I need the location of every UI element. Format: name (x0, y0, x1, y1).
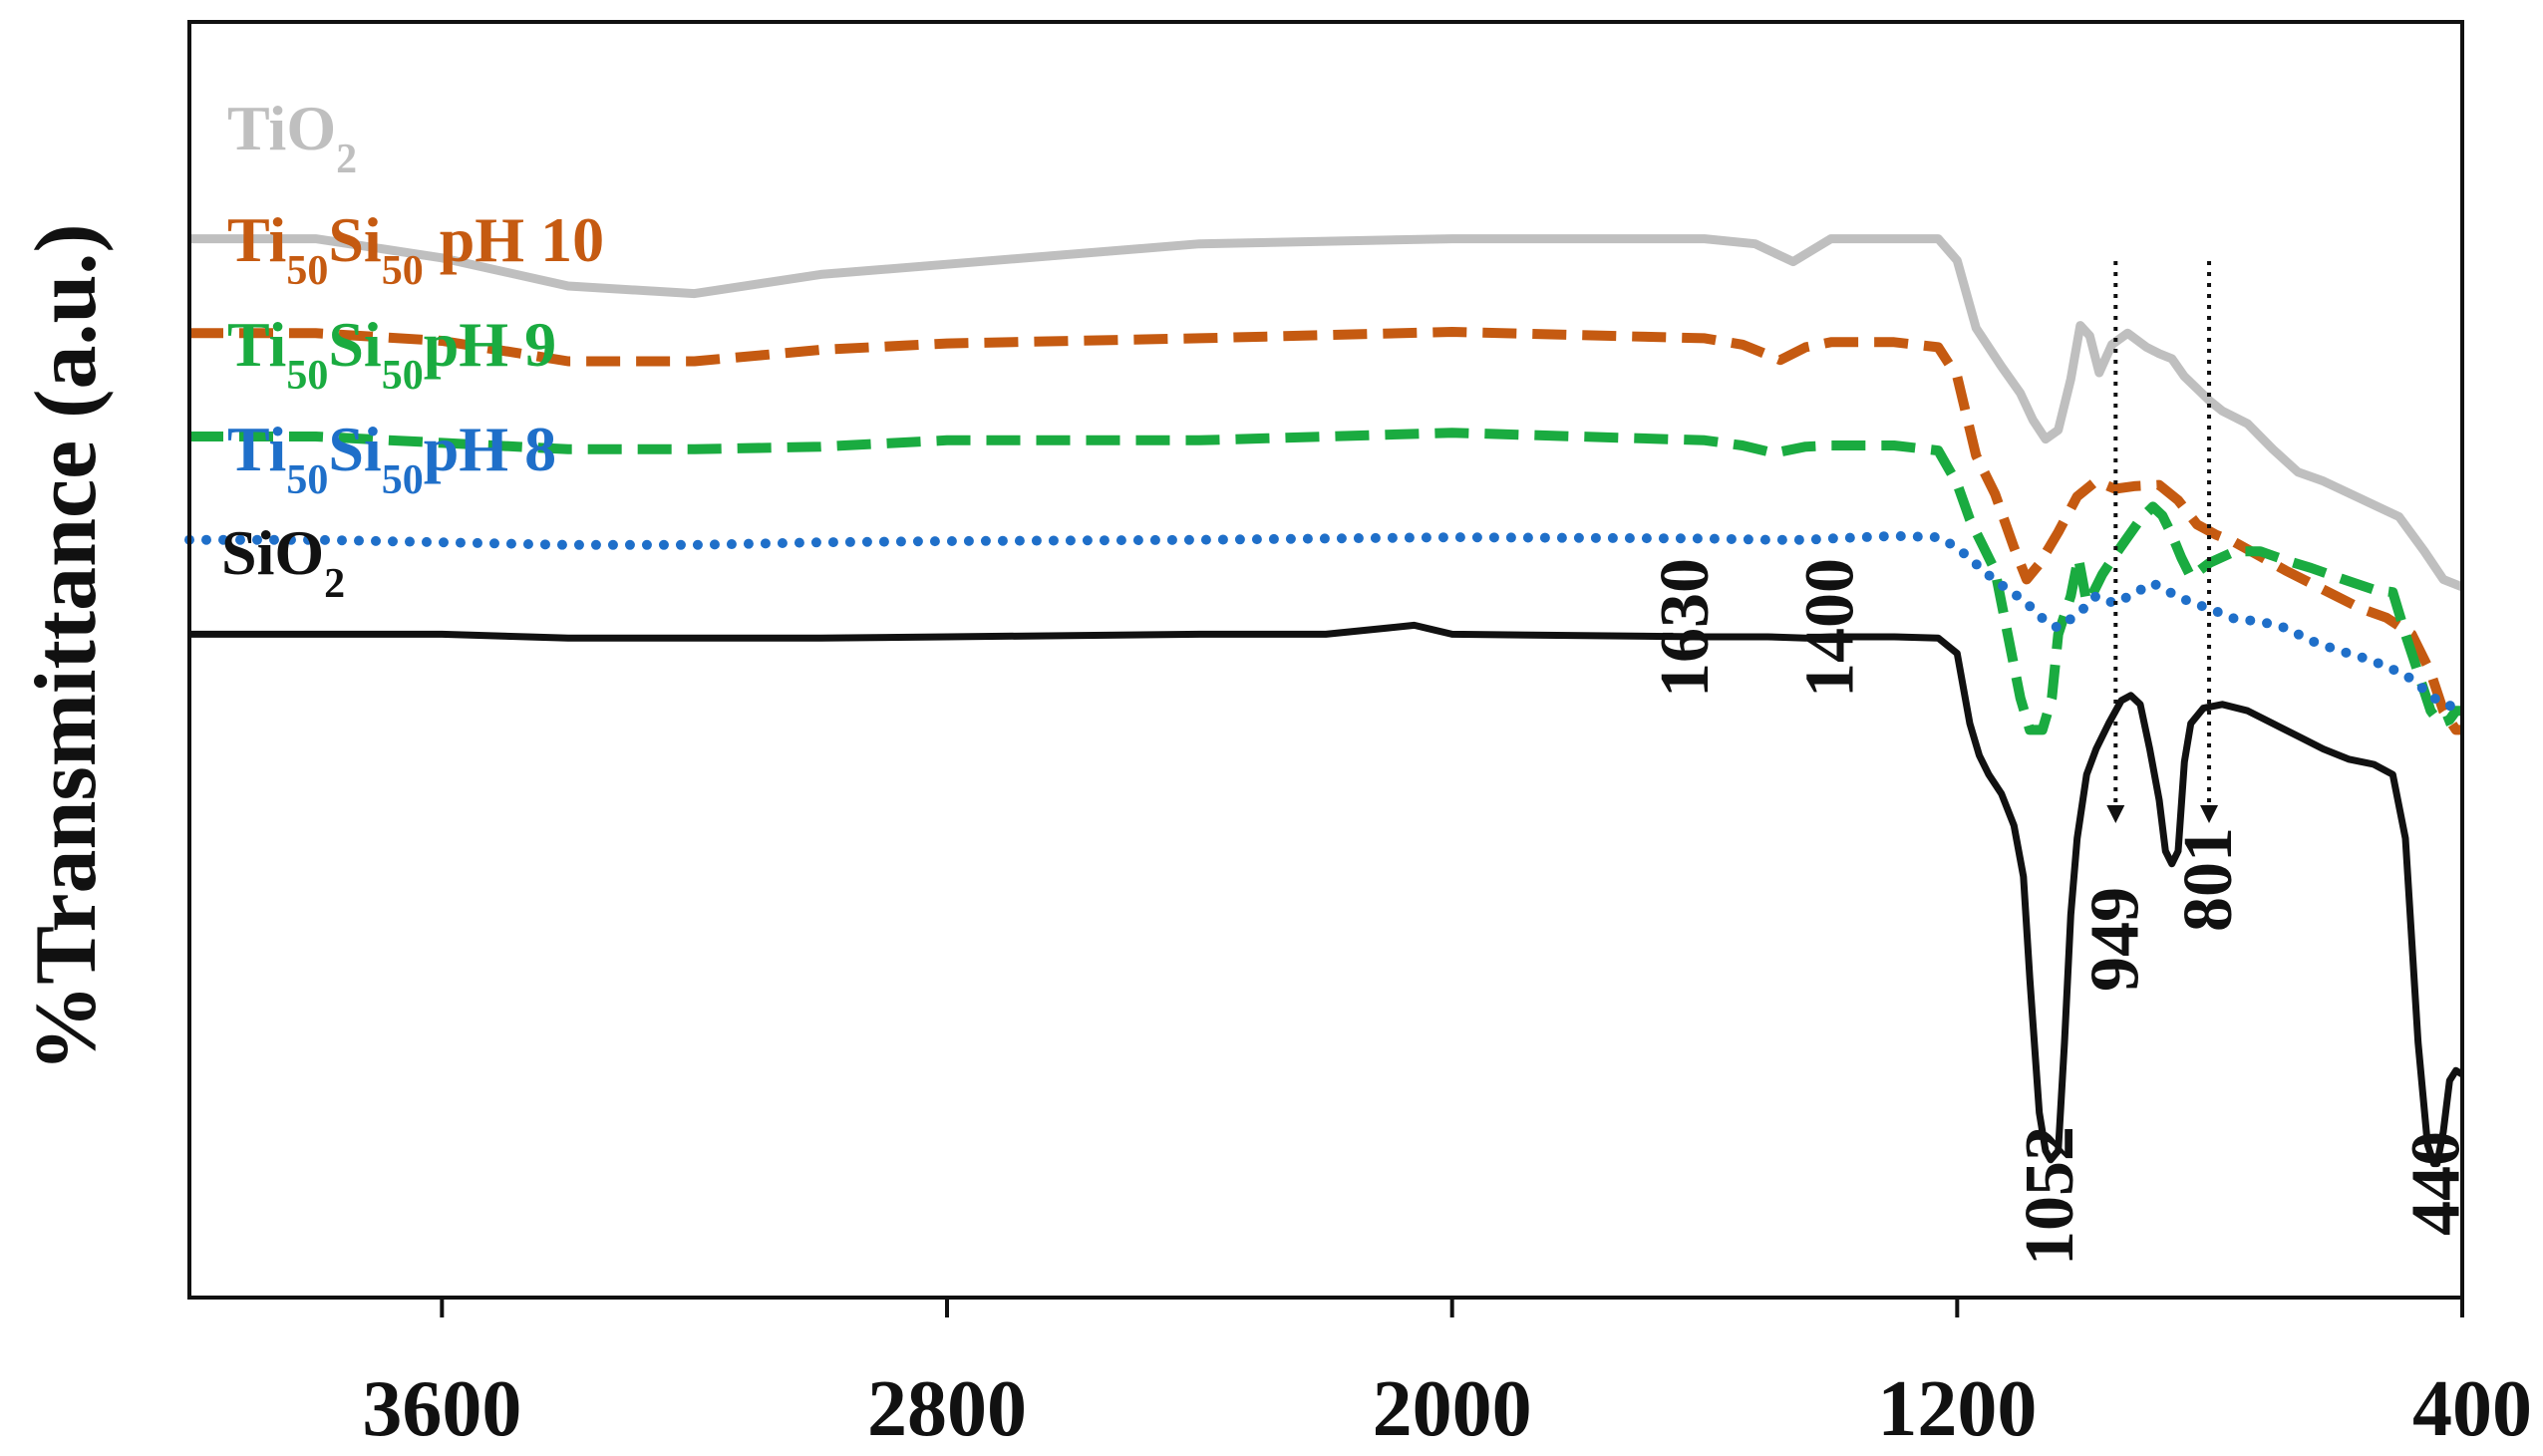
legend-label-ph10: Ti50Si50 pH 10 (227, 204, 604, 294)
marker-lines-group (2106, 261, 2219, 823)
peak-label-1052: 1052 (2012, 1126, 2088, 1266)
series-line-ph9 (189, 428, 2462, 735)
plot-frame (187, 20, 2464, 1300)
legend-label-tio2: TiO2 (227, 93, 357, 182)
y-axis-label: %Transmittance (a.u.) (18, 223, 115, 1071)
marker-arrow-801 (2200, 805, 2219, 823)
series-line-tio2 (189, 234, 2464, 592)
x-tick-label-400: 400 (2412, 1365, 2532, 1453)
x-tick-label-2000: 2000 (1373, 1365, 1532, 1453)
peak-label-1630: 1630 (1647, 558, 1724, 698)
legend-label-ph9: Ti50Si50pH 9 (227, 309, 556, 399)
peak-label-801: 801 (2170, 827, 2247, 932)
x-tick-label-1200: 1200 (1877, 1365, 2037, 1453)
peak-label-1400: 1400 (1792, 558, 1869, 698)
peak-label-949: 949 (2076, 887, 2153, 992)
x-axis: 3600 2800 2000 1200 400 (362, 1298, 2532, 1453)
series-group (184, 234, 2467, 1168)
series-line-ph8 (184, 530, 2467, 714)
legend-label-sio2: SiO2 (221, 517, 345, 607)
x-tick-label-3600: 3600 (362, 1365, 521, 1453)
legend: TiO2 Ti50Si50 pH 10 Ti50Si50pH 9 Ti50Si50pH… (221, 93, 604, 607)
legend-label-ph8: Ti50Si50pH 8 (227, 414, 556, 503)
series-line-ph10 (189, 327, 2462, 735)
marker-arrow-949 (2106, 805, 2125, 823)
series-line-sio2 (189, 621, 2464, 1168)
x-tick-label-2800: 2800 (867, 1365, 1027, 1453)
peak-label-440: 440 (2398, 1131, 2475, 1236)
